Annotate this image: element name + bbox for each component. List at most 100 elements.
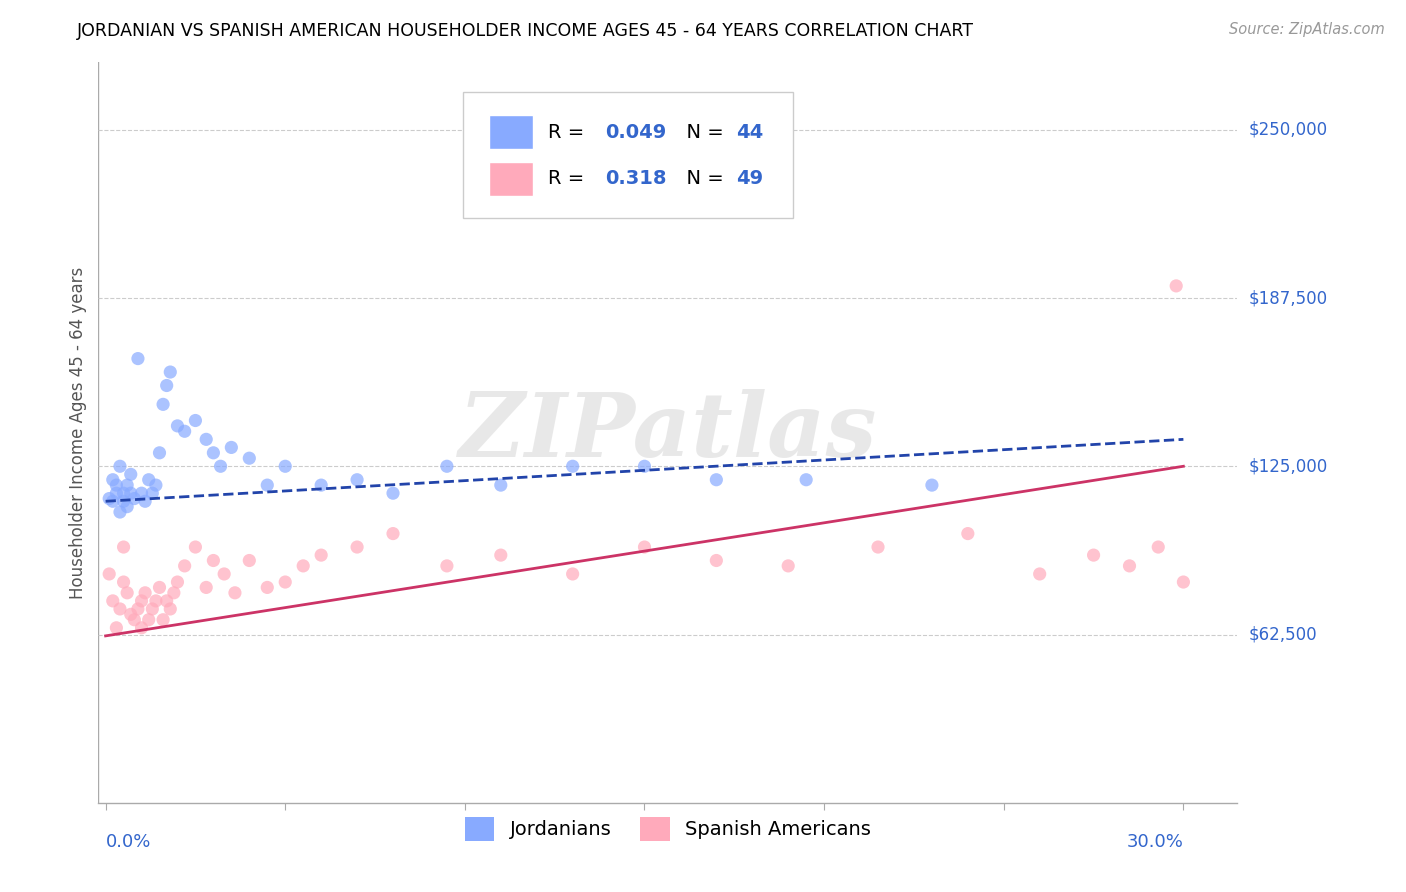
Point — [256, 478, 278, 492]
Point — [156, 378, 179, 392]
Point — [212, 566, 235, 581]
Point — [238, 451, 260, 466]
Point — [309, 548, 332, 562]
Text: R =: R = — [548, 169, 591, 188]
Text: N =: N = — [673, 122, 730, 142]
Point — [108, 602, 131, 616]
Text: JORDANIAN VS SPANISH AMERICAN HOUSEHOLDER INCOME AGES 45 - 64 YEARS CORRELATION : JORDANIAN VS SPANISH AMERICAN HOUSEHOLDE… — [77, 22, 974, 40]
Text: N =: N = — [673, 169, 730, 188]
Point — [921, 478, 943, 492]
Point — [120, 607, 142, 622]
Point — [101, 594, 124, 608]
Point — [127, 602, 149, 616]
Point — [141, 486, 163, 500]
Point — [209, 459, 232, 474]
Point — [145, 478, 167, 492]
Point — [115, 478, 138, 492]
Point — [274, 459, 297, 474]
Point — [221, 441, 243, 455]
Point — [120, 467, 142, 482]
Point — [105, 621, 128, 635]
Point — [108, 505, 131, 519]
Point — [1083, 548, 1105, 562]
Text: $187,500: $187,500 — [1249, 289, 1327, 307]
Text: 49: 49 — [737, 169, 763, 188]
Point — [184, 540, 207, 554]
Y-axis label: Householder Income Ages 45 - 64 years: Householder Income Ages 45 - 64 years — [69, 267, 87, 599]
Point — [436, 459, 458, 474]
Point — [704, 553, 727, 567]
Text: 0.0%: 0.0% — [105, 833, 150, 851]
Point — [436, 558, 458, 573]
Point — [112, 575, 135, 590]
Point — [148, 581, 170, 595]
Point — [382, 486, 405, 500]
Point — [238, 553, 260, 567]
Point — [1028, 566, 1050, 581]
Point — [159, 365, 181, 379]
Point — [134, 586, 156, 600]
Text: $125,000: $125,000 — [1249, 458, 1327, 475]
Point — [346, 540, 368, 554]
Point — [138, 613, 160, 627]
Point — [115, 586, 138, 600]
Point — [633, 540, 655, 554]
Point — [112, 540, 135, 554]
Text: 0.049: 0.049 — [605, 122, 666, 142]
Point — [120, 486, 142, 500]
Point — [704, 473, 727, 487]
Point — [956, 526, 979, 541]
Text: 44: 44 — [737, 122, 763, 142]
Point — [561, 459, 583, 474]
Point — [489, 548, 512, 562]
Point — [202, 553, 225, 567]
Point — [166, 418, 188, 433]
FancyBboxPatch shape — [489, 161, 533, 195]
Point — [152, 613, 174, 627]
Point — [127, 351, 149, 366]
Point — [202, 446, 225, 460]
Point — [382, 526, 405, 541]
Point — [141, 602, 163, 616]
Point — [98, 491, 121, 506]
Point — [105, 478, 128, 492]
Point — [101, 494, 124, 508]
Text: ZIPatlas: ZIPatlas — [460, 390, 876, 475]
Text: 30.0%: 30.0% — [1126, 833, 1184, 851]
FancyBboxPatch shape — [489, 115, 533, 149]
Point — [156, 594, 179, 608]
Point — [173, 424, 195, 438]
Point — [124, 613, 146, 627]
Legend: Jordanians, Spanish Americans: Jordanians, Spanish Americans — [457, 809, 879, 848]
Point — [184, 413, 207, 427]
Point — [112, 494, 135, 508]
Point — [256, 581, 278, 595]
Point — [101, 473, 124, 487]
Point — [159, 602, 181, 616]
Point — [292, 558, 315, 573]
Point — [1173, 575, 1195, 590]
Point — [561, 566, 583, 581]
Text: Source: ZipAtlas.com: Source: ZipAtlas.com — [1229, 22, 1385, 37]
Point — [274, 575, 297, 590]
Point — [115, 500, 138, 514]
Text: $250,000: $250,000 — [1249, 120, 1327, 139]
Point — [112, 486, 135, 500]
Point — [1118, 558, 1140, 573]
Point — [131, 594, 153, 608]
Text: 0.318: 0.318 — [605, 169, 666, 188]
Text: $62,500: $62,500 — [1249, 625, 1317, 643]
Point — [166, 575, 188, 590]
Point — [98, 566, 121, 581]
Point — [145, 594, 167, 608]
Point — [195, 433, 218, 447]
Point — [131, 621, 153, 635]
Point — [108, 459, 131, 474]
Point — [778, 558, 800, 573]
Point — [866, 540, 889, 554]
Point — [134, 494, 156, 508]
Point — [152, 397, 174, 411]
Point — [346, 473, 368, 487]
Point — [309, 478, 332, 492]
Point — [195, 581, 218, 595]
